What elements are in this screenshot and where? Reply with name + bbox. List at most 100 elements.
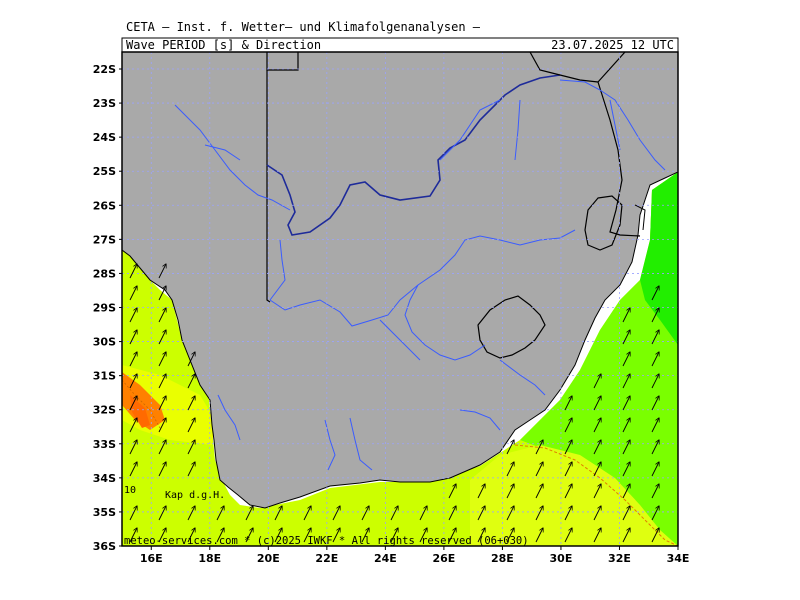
lat-tick-label: 27S [93, 233, 116, 246]
map-frame [121, 51, 679, 547]
lon-tick-label: 24E [374, 552, 397, 565]
wave-arrow [448, 506, 456, 521]
wave-arrow [622, 418, 630, 433]
border-mozambique [597, 81, 641, 237]
wave-arrow [187, 462, 195, 477]
lat-tick-label: 33S [93, 438, 116, 451]
wave-arrow [477, 506, 485, 521]
wave-arrow [593, 528, 601, 543]
wave-arrow [622, 308, 630, 323]
wave-arrow [187, 396, 195, 411]
wave-arrow [390, 528, 398, 543]
border-eswatini [584, 195, 623, 251]
lat-tick-label: 34S [93, 472, 116, 485]
land-mass [122, 52, 678, 509]
wave-arrow [506, 440, 514, 455]
wave-arrow [158, 418, 166, 433]
wave-arrow [651, 440, 659, 455]
wave-arrow [187, 374, 195, 389]
wave-arrow [332, 528, 340, 543]
wave-arrow [419, 528, 427, 543]
wave-arrow [129, 506, 137, 521]
wave-arrow [622, 374, 630, 389]
wave-arrow [593, 440, 601, 455]
lat-tick-label: 32S [93, 404, 116, 417]
wave-arrow [651, 418, 659, 433]
period-field-orange [122, 372, 165, 430]
lat-tick-label: 30S [93, 336, 116, 349]
period-field-bright-green [640, 172, 678, 345]
lon-tick-label: 22E [315, 552, 338, 565]
wave-arrow [622, 396, 630, 411]
wave-arrow [158, 352, 166, 367]
wave-arrow [564, 528, 572, 543]
wave-arrow [651, 286, 659, 301]
wave-arrow [651, 484, 659, 499]
lat-tick-label: 28S [93, 267, 116, 280]
lat-tick-label: 35S [93, 506, 116, 519]
wave-arrow [158, 506, 166, 521]
wave-arrow [361, 528, 369, 543]
lat-tick-label: 26S [93, 199, 116, 212]
wave-arrow [274, 506, 282, 521]
wave-arrow [651, 308, 659, 323]
wave-arrow [303, 506, 311, 521]
wave-arrow [158, 528, 166, 543]
wave-arrow [593, 418, 601, 433]
wave-arrow [158, 462, 166, 477]
contour-line [514, 444, 678, 546]
wave-arrow [448, 484, 456, 499]
wave-arrow [622, 484, 630, 499]
lat-tick-label: 31S [93, 370, 116, 383]
wave-arrow [622, 330, 630, 345]
wave-arrow [158, 396, 166, 411]
lon-tick-label: 26E [432, 552, 455, 565]
contour-value-label: 10 [124, 485, 136, 496]
wave-arrow [564, 396, 572, 411]
wave-arrow [564, 484, 572, 499]
wave-arrow [332, 506, 340, 521]
wave-arrow [506, 528, 514, 543]
wave-arrow [535, 528, 543, 543]
wave-arrow [187, 418, 195, 433]
wave-arrow [535, 440, 543, 455]
lat-lon-grid [122, 52, 678, 546]
wave-arrow [187, 440, 195, 455]
longitude-axis: 16E 18E 20E 22E 24E 26E 28E 30E 32E 34E [140, 546, 690, 565]
wave-arrow [651, 330, 659, 345]
wave-arrow [129, 352, 137, 367]
lon-tick-label: 28E [491, 552, 514, 565]
wave-arrow [593, 396, 601, 411]
wave-arrow [651, 528, 659, 543]
lat-tick-label: 25S [93, 165, 116, 178]
wave-arrow [477, 484, 485, 499]
wave-arrow [535, 462, 543, 477]
wave-arrow [129, 374, 137, 389]
wave-arrow [622, 352, 630, 367]
wave-arrow [129, 308, 137, 323]
wave-arrow [622, 506, 630, 521]
lat-tick-label: 29S [93, 302, 116, 315]
wave-arrow [564, 418, 572, 433]
wave-arrow [535, 506, 543, 521]
rivers [174, 79, 666, 471]
latitude-axis: 22S 23S 24S 25S 26S 27S 28S 29S 30S 31S 32S 33S 34S 3… [93, 63, 122, 553]
wave-arrow [564, 440, 572, 455]
wave-arrow [448, 528, 456, 543]
wave-direction-arrows [129, 264, 659, 543]
wave-arrow [129, 440, 137, 455]
lat-tick-label: 24S [93, 131, 116, 144]
lon-tick-label: 34E [667, 552, 690, 565]
wave-arrow [129, 528, 137, 543]
wave-arrow [129, 286, 137, 301]
lat-tick-label: 22S [93, 63, 116, 76]
border-lesotho [477, 295, 546, 359]
lon-tick-label: 18E [198, 552, 221, 565]
wave-arrow [651, 374, 659, 389]
lon-tick-label: 16E [140, 552, 163, 565]
wave-arrow [216, 528, 224, 543]
wave-arrow [158, 440, 166, 455]
wave-arrow [158, 264, 166, 279]
